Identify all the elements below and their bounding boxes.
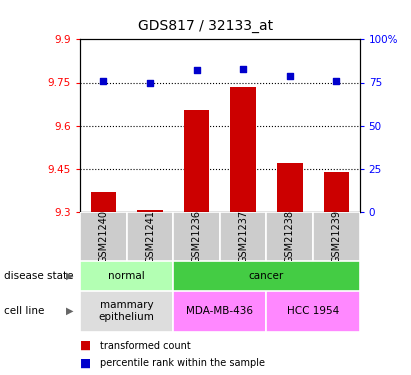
- Text: ■: ■: [80, 357, 91, 370]
- Bar: [173, 212, 220, 261]
- Text: GDS817 / 32133_at: GDS817 / 32133_at: [138, 19, 273, 33]
- Bar: [173, 261, 360, 291]
- Point: [147, 80, 153, 86]
- Text: GSM21238: GSM21238: [285, 210, 295, 263]
- Text: transformed count: transformed count: [100, 340, 191, 351]
- Bar: [80, 291, 173, 332]
- Point: [100, 78, 107, 84]
- Bar: [173, 291, 266, 332]
- Bar: [323, 172, 349, 212]
- Bar: [90, 192, 116, 212]
- Text: ▶: ▶: [66, 306, 74, 316]
- Point: [286, 73, 293, 79]
- Point: [193, 68, 200, 74]
- Bar: [127, 212, 173, 261]
- Bar: [230, 87, 256, 212]
- Point: [333, 78, 339, 84]
- Point: [240, 66, 247, 72]
- Text: cancer: cancer: [249, 271, 284, 280]
- Text: GSM21237: GSM21237: [238, 210, 248, 263]
- Bar: [137, 210, 163, 212]
- Bar: [277, 163, 302, 212]
- Text: ▶: ▶: [66, 271, 74, 280]
- Bar: [220, 212, 266, 261]
- Text: percentile rank within the sample: percentile rank within the sample: [100, 358, 265, 368]
- Bar: [266, 212, 313, 261]
- Bar: [80, 212, 127, 261]
- Text: GSM21241: GSM21241: [145, 210, 155, 263]
- Bar: [80, 261, 173, 291]
- Text: GSM21240: GSM21240: [99, 210, 109, 263]
- Text: mammary
epithelium: mammary epithelium: [99, 300, 155, 322]
- Text: HCC 1954: HCC 1954: [287, 306, 339, 316]
- Text: disease state: disease state: [4, 271, 74, 280]
- Text: normal: normal: [109, 271, 145, 280]
- Bar: [184, 110, 209, 212]
- Bar: [266, 291, 360, 332]
- Text: GSM21239: GSM21239: [331, 210, 341, 263]
- Text: ■: ■: [80, 339, 91, 352]
- Text: cell line: cell line: [4, 306, 44, 316]
- Text: MDA-MB-436: MDA-MB-436: [186, 306, 254, 316]
- Text: GSM21236: GSM21236: [192, 210, 201, 263]
- Bar: [313, 212, 360, 261]
